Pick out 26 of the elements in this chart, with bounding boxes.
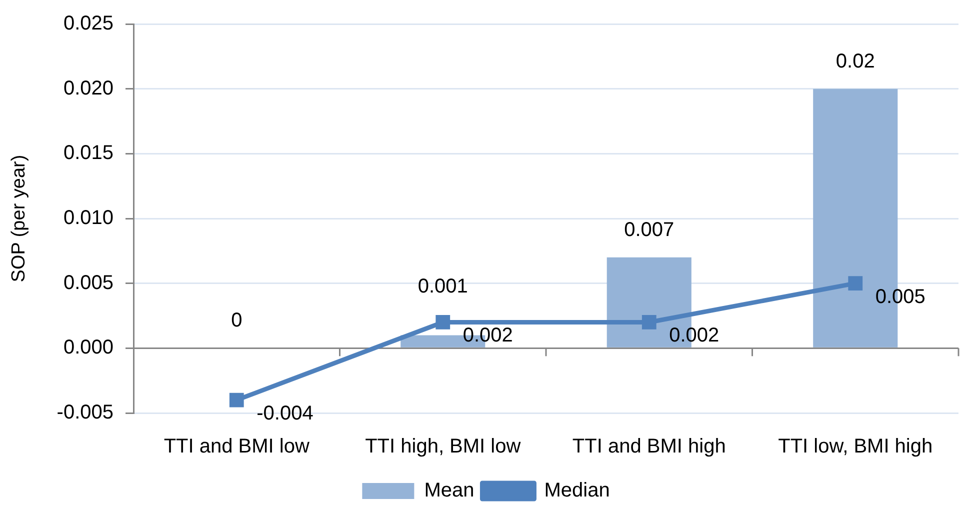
data-label: 0.007 bbox=[624, 218, 674, 241]
y-tick-label: -0.005 bbox=[56, 402, 114, 424]
data-label: 0 bbox=[231, 310, 242, 332]
y-tick-label: 0.020 bbox=[63, 77, 114, 100]
x-tick-label: TTI high, BMI low bbox=[365, 436, 522, 458]
point bbox=[642, 315, 656, 330]
data-label: -0.004 bbox=[256, 402, 314, 425]
y-axis-title: SOP (per year) bbox=[8, 154, 30, 282]
data-label: 0.002 bbox=[669, 324, 720, 347]
y-tick-label: 0.015 bbox=[63, 142, 114, 164]
y-tick-label: 0.025 bbox=[63, 12, 114, 35]
data-label: 0.002 bbox=[462, 324, 513, 347]
x-tick-label: TTI low, BMI high bbox=[778, 436, 933, 458]
y-tick-label: 0.000 bbox=[63, 336, 114, 359]
data-label: 0.005 bbox=[875, 286, 926, 308]
legend-label: Median bbox=[544, 480, 610, 502]
y-tick-label: 0.010 bbox=[63, 207, 114, 230]
y-tick-label: 0.005 bbox=[63, 272, 114, 294]
point bbox=[229, 392, 244, 408]
point bbox=[848, 276, 863, 291]
data-label: 0.001 bbox=[418, 276, 468, 298]
point bbox=[436, 315, 450, 330]
x-tick-label: TTI and BMI high bbox=[572, 436, 726, 458]
data-label: 0.02 bbox=[836, 50, 875, 72]
legend-label: Mean bbox=[424, 480, 474, 502]
x-tick-label: TTI and BMI low bbox=[164, 436, 310, 458]
